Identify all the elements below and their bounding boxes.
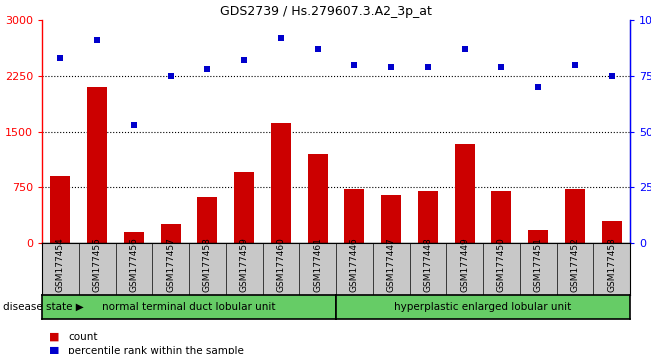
Bar [528, 230, 548, 243]
Point [422, 64, 433, 70]
Point [92, 37, 102, 43]
Bar [418, 191, 438, 243]
Bar [344, 189, 365, 243]
Point [386, 64, 396, 70]
Bar [124, 232, 144, 243]
Bar [454, 144, 475, 243]
Text: normal terminal duct lobular unit: normal terminal duct lobular unit [102, 302, 276, 312]
Bar [602, 222, 622, 243]
Bar [234, 172, 255, 243]
Point [239, 57, 249, 63]
Point [312, 46, 323, 52]
Text: disease state ▶: disease state ▶ [3, 302, 84, 312]
Bar [565, 189, 585, 243]
Bar [381, 195, 401, 243]
Text: ■: ■ [49, 332, 59, 342]
Point [349, 62, 359, 67]
Point [202, 66, 213, 72]
Text: percentile rank within the sample: percentile rank within the sample [68, 346, 244, 354]
Point [570, 62, 580, 67]
Text: count: count [68, 332, 98, 342]
Text: GDS2739 / Hs.279607.3.A2_3p_at: GDS2739 / Hs.279607.3.A2_3p_at [219, 5, 432, 18]
Text: hyperplastic enlarged lobular unit: hyperplastic enlarged lobular unit [395, 302, 572, 312]
Bar [161, 224, 181, 243]
Point [165, 73, 176, 79]
Bar [197, 197, 217, 243]
Point [607, 73, 617, 79]
Point [533, 84, 544, 90]
Point [275, 35, 286, 41]
Point [496, 64, 506, 70]
Point [460, 46, 470, 52]
Point [55, 55, 66, 61]
Bar [307, 154, 327, 243]
Bar [492, 191, 512, 243]
Text: ■: ■ [49, 346, 59, 354]
Bar [271, 122, 291, 243]
Bar [50, 176, 70, 243]
Bar [87, 87, 107, 243]
Point [129, 122, 139, 128]
